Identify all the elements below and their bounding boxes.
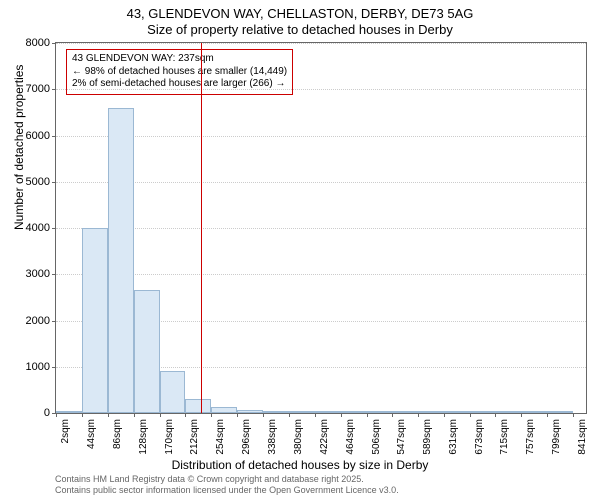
y-tick-mark	[52, 89, 56, 90]
x-tick-label: 254sqm	[215, 419, 226, 455]
x-tick-mark	[418, 413, 419, 417]
histogram-bar	[237, 410, 263, 413]
y-tick-mark	[52, 228, 56, 229]
x-tick-label: 170sqm	[164, 419, 175, 455]
plot-area: 43 GLENDEVON WAY: 237sqm ← 98% of detach…	[55, 42, 587, 414]
annotation-line-1: 43 GLENDEVON WAY: 237sqm	[72, 53, 287, 66]
x-tick-mark	[573, 413, 574, 417]
y-tick-mark	[52, 367, 56, 368]
x-tick-label: 799sqm	[551, 419, 562, 455]
x-tick-label: 547sqm	[396, 419, 407, 455]
x-tick-mark	[547, 413, 548, 417]
chart-titles: 43, GLENDEVON WAY, CHELLASTON, DERBY, DE…	[0, 6, 600, 37]
histogram-bar	[341, 411, 367, 413]
x-tick-mark	[341, 413, 342, 417]
gridline	[56, 228, 586, 229]
x-tick-label: 715sqm	[499, 419, 510, 455]
x-tick-label: 589sqm	[422, 419, 433, 455]
x-tick-label: 44sqm	[86, 419, 97, 449]
y-tick-mark	[52, 274, 56, 275]
x-tick-label: 338sqm	[267, 419, 278, 455]
x-tick-label: 2sqm	[60, 419, 71, 443]
y-tick-label: 2000	[26, 315, 50, 327]
x-tick-mark	[263, 413, 264, 417]
y-tick-label: 0	[44, 407, 50, 419]
gridline	[56, 136, 586, 137]
x-tick-mark	[237, 413, 238, 417]
x-tick-label: 422sqm	[319, 419, 330, 455]
y-tick-label: 3000	[26, 268, 50, 280]
x-tick-mark	[185, 413, 186, 417]
footer-line-2: Contains public sector information licen…	[55, 485, 399, 496]
x-tick-label: 841sqm	[577, 419, 588, 455]
y-tick-mark	[52, 321, 56, 322]
annotation-line-2: ← 98% of detached houses are smaller (14…	[72, 66, 287, 79]
histogram-bar	[444, 411, 470, 413]
histogram-bar	[263, 411, 289, 413]
histogram-bar	[521, 411, 547, 413]
gridline	[56, 89, 586, 90]
x-tick-mark	[444, 413, 445, 417]
histogram-bar	[495, 411, 521, 413]
x-tick-label: 296sqm	[241, 419, 252, 455]
histogram-bar	[547, 411, 573, 413]
histogram-bar	[418, 411, 444, 413]
y-tick-label: 4000	[26, 222, 50, 234]
y-tick-mark	[52, 136, 56, 137]
x-tick-mark	[56, 413, 57, 417]
x-tick-mark	[108, 413, 109, 417]
chart-title-2: Size of property relative to detached ho…	[0, 22, 600, 38]
histogram-bar	[56, 411, 82, 413]
chart-title-1: 43, GLENDEVON WAY, CHELLASTON, DERBY, DE…	[0, 6, 600, 22]
x-axis-label: Distribution of detached houses by size …	[0, 458, 600, 472]
x-tick-label: 128sqm	[138, 419, 149, 455]
x-tick-mark	[134, 413, 135, 417]
y-tick-label: 1000	[26, 361, 50, 373]
x-tick-mark	[289, 413, 290, 417]
property-marker-line	[201, 43, 202, 413]
x-tick-mark	[211, 413, 212, 417]
x-tick-label: 673sqm	[474, 419, 485, 455]
footer-line-1: Contains HM Land Registry data © Crown c…	[55, 474, 399, 485]
gridline	[56, 274, 586, 275]
x-tick-mark	[160, 413, 161, 417]
x-tick-mark	[521, 413, 522, 417]
histogram-bar	[82, 228, 108, 413]
x-tick-mark	[470, 413, 471, 417]
histogram-bar	[108, 108, 134, 413]
x-tick-label: 631sqm	[448, 419, 459, 455]
x-tick-mark	[82, 413, 83, 417]
histogram-bar	[211, 407, 237, 413]
y-tick-label: 7000	[26, 83, 50, 95]
gridline	[56, 43, 586, 44]
y-tick-mark	[52, 182, 56, 183]
x-tick-label: 212sqm	[189, 419, 200, 455]
marker-annotation: 43 GLENDEVON WAY: 237sqm ← 98% of detach…	[66, 49, 293, 95]
x-tick-mark	[392, 413, 393, 417]
y-tick-mark	[52, 43, 56, 44]
y-tick-label: 5000	[26, 176, 50, 188]
gridline	[56, 182, 586, 183]
y-axis-label: Number of detached properties	[12, 65, 26, 230]
x-tick-label: 506sqm	[371, 419, 382, 455]
histogram-bar	[134, 290, 160, 413]
chart-footer: Contains HM Land Registry data © Crown c…	[55, 474, 399, 496]
histogram-bar	[289, 411, 315, 413]
x-tick-label: 380sqm	[293, 419, 304, 455]
x-tick-label: 464sqm	[345, 419, 356, 455]
x-tick-mark	[495, 413, 496, 417]
histogram-bar	[315, 411, 341, 413]
histogram-bar	[392, 411, 418, 413]
x-tick-mark	[315, 413, 316, 417]
x-tick-label: 757sqm	[525, 419, 536, 455]
histogram-bar	[185, 399, 211, 413]
histogram-bar	[160, 371, 186, 413]
histogram-bar	[367, 411, 393, 413]
y-tick-label: 6000	[26, 130, 50, 142]
x-tick-label: 86sqm	[112, 419, 123, 449]
y-tick-label: 8000	[26, 37, 50, 49]
x-tick-mark	[367, 413, 368, 417]
histogram-bar	[470, 411, 496, 413]
